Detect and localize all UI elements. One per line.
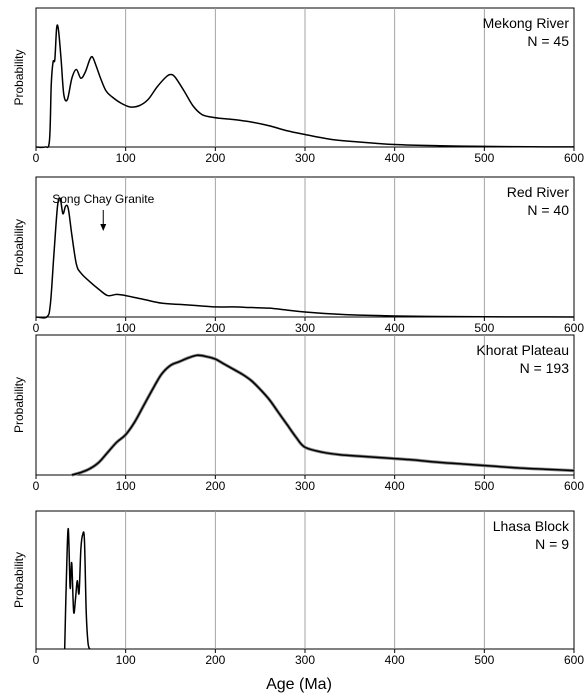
panel-title: Mekong River <box>483 15 570 31</box>
x-tick-label: 0 <box>33 653 40 667</box>
sample-count: N = 193 <box>520 360 570 376</box>
x-tick-label: 100 <box>116 321 136 335</box>
x-tick-label: 300 <box>295 653 315 667</box>
panel-4: 0 100 200 300 400 500 600 Probability Lhasa Bloc… <box>12 510 584 667</box>
panel-title: Red River <box>507 184 570 200</box>
x-tick-label: 500 <box>474 321 494 335</box>
x-tick-label: 400 <box>385 479 405 493</box>
x-tick-label: 200 <box>205 321 225 335</box>
y-axis-label: Probability <box>12 552 26 608</box>
x-tick-label: 600 <box>564 321 584 335</box>
sample-count: N = 9 <box>535 536 569 552</box>
x-tick-label: 500 <box>474 653 494 667</box>
x-tick-label: 400 <box>385 653 405 667</box>
panel-title: Lhasa Block <box>493 518 570 534</box>
density-curve <box>35 197 575 319</box>
x-tick-label: 300 <box>295 151 315 165</box>
x-tick-label: 200 <box>205 653 225 667</box>
x-tick-label: 100 <box>116 151 136 165</box>
x-tick-label: 600 <box>564 151 584 165</box>
panel-1: 0 100 200 300 400 500 600 Probability Mekong Riv… <box>12 7 584 165</box>
x-tick-label: 500 <box>474 479 494 493</box>
x-tick-label: 0 <box>33 479 40 493</box>
x-tick-label: 0 <box>33 151 40 165</box>
x-tick-label: 200 <box>205 479 225 493</box>
x-tick-label: 100 <box>116 653 136 667</box>
y-axis-label: Probability <box>12 219 26 275</box>
panel-2: 0 100 200 300 400 500 600 Probability Red River N… <box>12 176 584 335</box>
density-curve <box>35 24 575 149</box>
x-tick-label: 200 <box>205 151 225 165</box>
density-curve-band <box>71 353 575 477</box>
x-tick-label: 400 <box>385 151 405 165</box>
sample-count: N = 45 <box>527 33 569 49</box>
annotation-arrowhead <box>100 224 107 231</box>
x-tick-label: 600 <box>564 653 584 667</box>
annotation-label: Song Chay Granite <box>52 192 154 206</box>
x-tick-label: 300 <box>295 479 315 493</box>
x-tick-label: 100 <box>116 479 136 493</box>
y-axis-label: Probability <box>12 49 26 105</box>
x-tick-label: 400 <box>385 321 405 335</box>
panel-3: 0 100 200 300 400 500 600 Probability Khorat Pla… <box>12 334 584 493</box>
density-curve <box>71 354 575 476</box>
density-curve <box>63 527 91 650</box>
panel-title: Khorat Plateau <box>476 342 569 358</box>
x-tick-label: 0 <box>33 321 40 335</box>
x-tick-label: 300 <box>295 321 315 335</box>
x-axis-label: Age (Ma) <box>266 676 332 693</box>
x-tick-label: 500 <box>474 151 494 165</box>
y-axis-label: Probability <box>12 377 26 433</box>
sample-count: N = 40 <box>527 202 569 218</box>
x-tick-label: 600 <box>564 479 584 493</box>
